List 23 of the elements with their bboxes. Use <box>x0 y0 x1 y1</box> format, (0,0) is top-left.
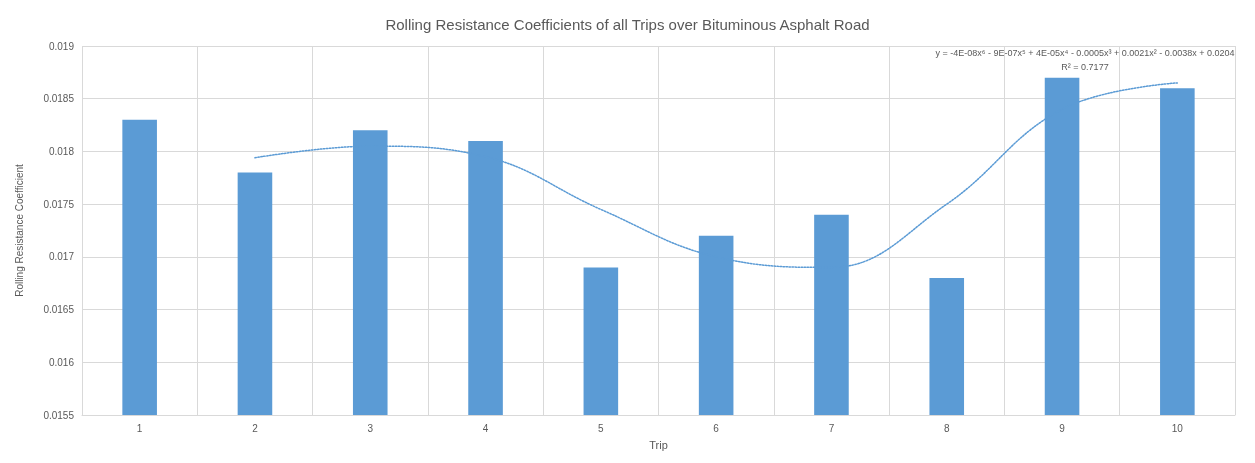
x-tick-label: 7 <box>828 422 835 434</box>
y-tick-label: 0.017 <box>48 251 75 263</box>
x-tick-label: 5 <box>598 422 605 434</box>
x-tick-label: 9 <box>1059 422 1066 434</box>
x-axis-title: Trip <box>649 438 668 451</box>
x-tick-label: 8 <box>943 422 950 434</box>
y-tick-label: 0.0155 <box>43 409 75 421</box>
y-tick-label: 0.0185 <box>43 93 75 105</box>
y-axis-title: Rolling Resistance Coefficient <box>13 163 25 297</box>
annotation: y = -4E-08x⁶ - 9E-07x⁵ + 4E-05x⁴ - 0.0005x³ + 0.0021x² - 0.0038x + 0.0204 <box>935 47 1235 58</box>
annotation: R² = 0.7177 <box>1061 61 1109 72</box>
x-tick-label: 1 <box>136 422 143 434</box>
x-tick-label: 6 <box>713 422 720 434</box>
y-tick-label: 0.0175 <box>43 198 75 210</box>
y-tick-label: 0.019 <box>48 40 75 52</box>
y-tick-label: 0.016 <box>48 356 75 368</box>
x-tick-label: 10 <box>1171 422 1184 434</box>
x-tick-label: 3 <box>367 422 374 434</box>
y-tick-label: 0.0165 <box>43 304 75 316</box>
y-tick-label: 0.018 <box>48 145 75 157</box>
chart-title: Rolling Resistance Coefficients of all Trips over Bituminous Asphalt Road <box>385 16 870 33</box>
x-tick-label: 2 <box>252 422 259 434</box>
x-tick-label: 4 <box>482 422 489 434</box>
